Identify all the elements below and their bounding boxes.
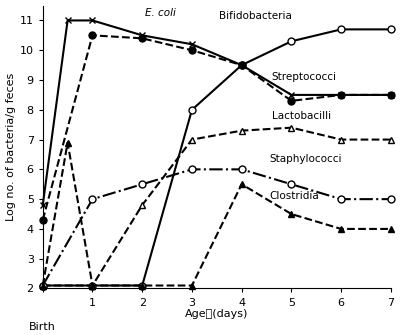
Text: E. coli: E. coli: [145, 8, 176, 18]
Text: Staphylococci: Staphylococci: [269, 154, 342, 164]
X-axis label: Age　(days): Age (days): [185, 309, 248, 319]
Text: Bifidobacteria: Bifidobacteria: [219, 11, 292, 21]
Text: Streptococci: Streptococci: [272, 72, 336, 82]
Y-axis label: Log no. of bacteria/g feces: Log no. of bacteria/g feces: [6, 73, 16, 221]
Text: Clostridia: Clostridia: [269, 191, 319, 201]
Text: Birth: Birth: [29, 323, 56, 332]
Text: Lactobacilli: Lactobacilli: [272, 111, 331, 121]
